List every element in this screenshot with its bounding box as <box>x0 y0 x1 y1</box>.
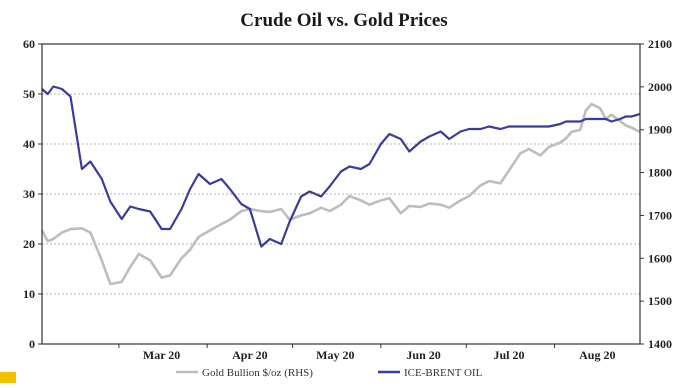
legend: Gold Bullion $/oz (RHS) ICE-BRENT OIL <box>176 367 483 379</box>
x-tick-label: Apr 20 <box>232 348 267 362</box>
y-left-tick-label: 30 <box>23 187 35 201</box>
y-right-tick-label: 1700 <box>648 208 672 222</box>
series-line-brent <box>41 85 641 248</box>
x-tick-label: Jul 20 <box>494 348 525 362</box>
legend-label: ICE-BRENT OIL <box>404 367 483 379</box>
x-tick-label: Jun 20 <box>406 348 440 362</box>
y-left-tick-label: 10 <box>23 287 35 301</box>
y-right-tick-label: 2000 <box>648 80 672 94</box>
y-right-tick-label: 1900 <box>648 123 672 137</box>
y-right-tick-label: 2100 <box>648 37 672 51</box>
corner-mark <box>0 372 16 383</box>
y-left-tick-label: 20 <box>23 237 35 251</box>
y-right-tick-label: 1600 <box>648 251 672 265</box>
y-right-tick-label: 1400 <box>648 337 672 351</box>
x-tick-label: Aug 20 <box>579 348 615 362</box>
y-left-tick-label: 50 <box>23 87 35 101</box>
y-left-tick-label: 60 <box>23 37 35 51</box>
series-line-gold <box>40 102 641 286</box>
y-right-tick-label: 1500 <box>648 294 672 308</box>
series-layer <box>40 85 641 286</box>
y-left-tick-label: 0 <box>29 337 35 351</box>
y-left-tick-label: 40 <box>23 137 35 151</box>
chart-title: Crude Oil vs. Gold Prices <box>240 10 447 31</box>
y-right-tick-label: 1800 <box>648 166 672 180</box>
x-tick-label: May 20 <box>316 348 354 362</box>
legend-label: Gold Bullion $/oz (RHS) <box>202 367 313 379</box>
axes: 0 10 20 30 40 50 60 1400 1500 1600 1700 1800 1900 200… <box>23 37 672 362</box>
x-tick-label: Mar 20 <box>143 348 180 362</box>
